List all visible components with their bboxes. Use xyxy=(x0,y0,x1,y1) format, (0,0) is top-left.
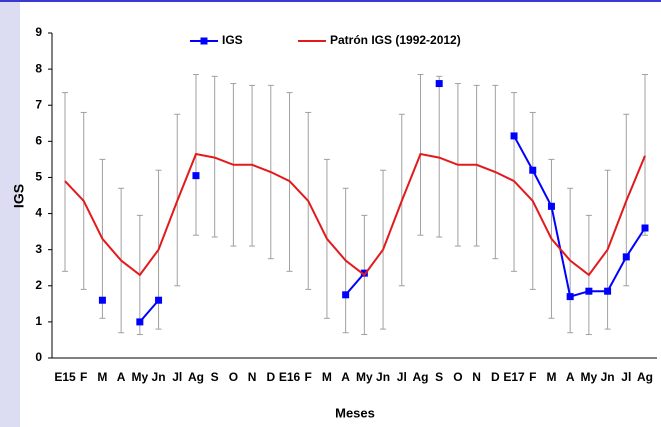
legend-marker xyxy=(200,37,208,45)
x-tick-label: Jn xyxy=(152,370,166,384)
marker xyxy=(98,296,106,304)
x-tick-label: O xyxy=(453,370,462,384)
x-tick-label: A xyxy=(341,370,350,384)
marker xyxy=(360,269,368,277)
y-tick-label: 0 xyxy=(35,350,42,364)
x-axis-label: Meses xyxy=(335,405,375,420)
x-tick-label: Ag xyxy=(412,370,428,384)
x-tick-label: A xyxy=(566,370,575,384)
series-line xyxy=(64,152,646,277)
marker xyxy=(342,291,350,299)
y-tick-label: 2 xyxy=(35,278,42,292)
x-tick-label: E15 xyxy=(54,370,76,384)
marker xyxy=(547,202,555,210)
y-tick-label: 9 xyxy=(35,25,42,39)
x-tick-label: Ag xyxy=(637,370,653,384)
series-line xyxy=(139,135,646,323)
y-axis-label: IGS xyxy=(11,184,27,208)
x-tick-label: E16 xyxy=(279,370,301,384)
x-tick-label: My xyxy=(356,370,373,384)
x-tick-label: Jl xyxy=(621,370,631,384)
x-tick-label: Jl xyxy=(172,370,182,384)
y-tick-label: 6 xyxy=(35,134,42,148)
x-tick-label: A xyxy=(117,370,126,384)
x-tick-label: Jl xyxy=(397,370,407,384)
y-tick-label: 7 xyxy=(35,97,42,111)
x-tick-label: Jn xyxy=(601,370,615,384)
x-tick-label: M xyxy=(97,370,107,384)
marker xyxy=(155,296,163,304)
marker xyxy=(435,80,443,88)
marker xyxy=(585,287,593,295)
x-tick-label: My xyxy=(581,370,598,384)
x-tick-label: Ag xyxy=(188,370,204,384)
x-tick-label: S xyxy=(435,370,443,384)
marker xyxy=(529,166,537,174)
x-tick-label: N xyxy=(472,370,481,384)
x-tick-label: F xyxy=(529,370,536,384)
x-tick-label: D xyxy=(491,370,500,384)
marker xyxy=(136,318,144,326)
y-tick-label: 8 xyxy=(35,61,42,75)
y-tick-label: 1 xyxy=(35,314,42,328)
x-tick-label: S xyxy=(211,370,219,384)
x-tick-label: E17 xyxy=(503,370,525,384)
x-tick-label: Jn xyxy=(376,370,390,384)
side-strip xyxy=(0,0,20,427)
marker xyxy=(566,293,574,301)
x-tick-label: F xyxy=(305,370,312,384)
y-tick-label: 5 xyxy=(35,170,42,184)
marker xyxy=(192,172,200,180)
marker xyxy=(622,253,630,261)
y-tick-label: 3 xyxy=(35,242,42,256)
marker xyxy=(510,132,518,140)
x-tick-label: N xyxy=(248,370,257,384)
marker xyxy=(604,287,612,295)
legend-label: Patrón IGS (1992-2012) xyxy=(330,33,461,47)
x-tick-label: F xyxy=(80,370,87,384)
x-tick-label: M xyxy=(546,370,556,384)
x-tick-label: O xyxy=(229,370,238,384)
y-tick-label: 4 xyxy=(35,206,42,220)
x-tick-label: M xyxy=(322,370,332,384)
x-tick-label: D xyxy=(266,370,275,384)
marker xyxy=(641,224,649,232)
legend-label: IGS xyxy=(222,33,243,47)
x-tick-label: My xyxy=(132,370,149,384)
